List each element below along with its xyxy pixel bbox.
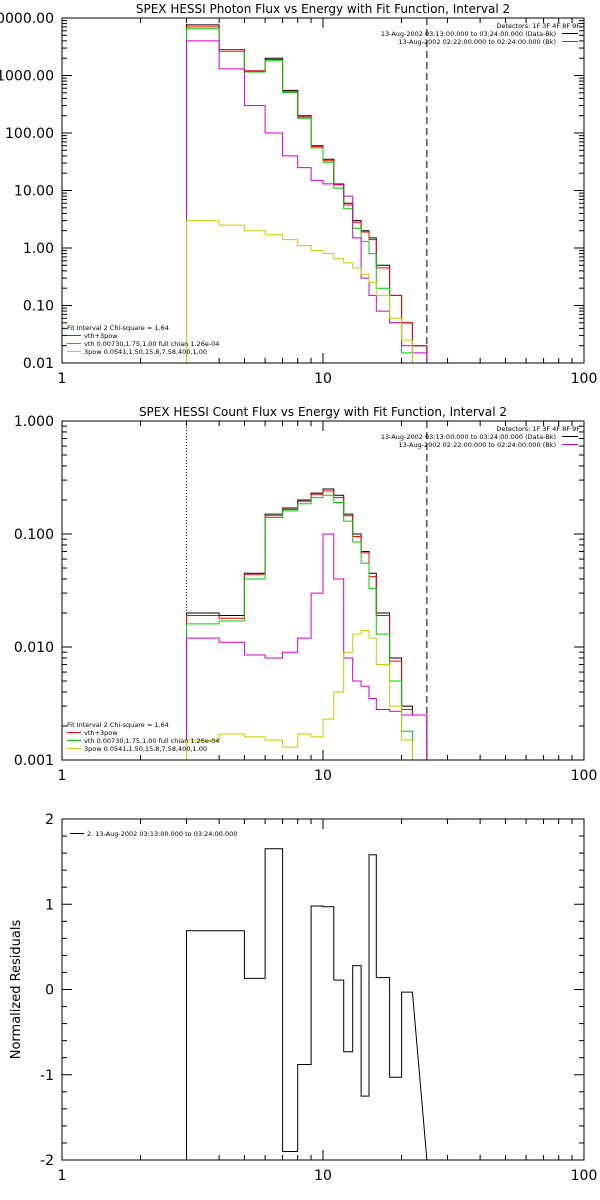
plot-frame [61, 17, 585, 364]
info-text: 13-Aug-2002 02:22:00.000 to 02:24:00.000… [399, 38, 556, 46]
y-tick-label: 0.010 [14, 640, 54, 656]
x-tick-label: 1 [58, 371, 67, 387]
y-tick-label: 100.00 [5, 126, 54, 142]
chart-panel-2: SPEX HESSI Count Flux vs Energy with Fit… [14, 405, 597, 784]
legend-entry: 3pow 0.0541,1.50,15.8,7.58,400,1.00 [84, 348, 207, 356]
series-line-5 [186, 630, 427, 760]
y-tick-label: 1 [45, 897, 54, 913]
legend-entry: vth 0.00730,1.75,1.00 full chian 1.26e-0… [84, 340, 219, 348]
chart-panel-3: Normalized Residuals 1 10 100 -2 -1 0 1 2 2. 13-A… [9, 812, 597, 1184]
y-tick-label: 1.00 [23, 241, 54, 257]
chart-panel-1: SPEX HESSI Photon Flux vs Energy with Fi… [0, 2, 597, 387]
chart-title: SPEX HESSI Count Flux vs Energy with Fit… [139, 405, 507, 419]
info-text: 13-Aug-2002 03:13:00.000 to 03:24:00.000… [381, 30, 556, 38]
y-tick-label: 0.01 [23, 356, 54, 372]
x-tick-label: 1 [58, 1168, 67, 1184]
series-line-4 [186, 533, 428, 760]
series-line-2 [186, 26, 428, 363]
chart-title: SPEX HESSI Photon Flux vs Energy with Fi… [136, 2, 510, 16]
x-tick-label: 100 [571, 1168, 598, 1184]
series-line-5 [186, 220, 427, 363]
legend-entry: vth+3pow [84, 729, 118, 737]
x-tick-label: 10 [314, 768, 332, 784]
y-tick-label: 0 [45, 983, 54, 999]
series-line-2 [186, 490, 428, 760]
y-tick-label: 1.000 [14, 414, 54, 430]
y-tick-label: 2 [45, 812, 54, 828]
legend-entry: 3pow 0.0541,1.50,15.8,7.58,400,1.00 [84, 745, 207, 753]
legend-entry: vth+3pow [84, 332, 118, 340]
series-line-1 [186, 24, 428, 363]
y-tick-label: 0.10 [23, 299, 54, 315]
series-line-3 [186, 494, 427, 760]
x-tick-label: 10 [314, 371, 332, 387]
y-tick-label: 10.00 [14, 184, 54, 200]
series-line-1 [186, 488, 428, 760]
y-axis-label: Normalized Residuals [9, 920, 24, 1060]
y-tick-label: 10000.00 [0, 11, 54, 27]
x-tick-label: 10 [314, 1168, 332, 1184]
x-tick-label: 100 [571, 768, 598, 784]
x-tick-label: 100 [571, 371, 598, 387]
series-line-1 [186, 848, 428, 1160]
legend-title: Fit Interval 2 Chi-square = 1.64 [67, 721, 169, 729]
y-tick-label: 1000.00 [0, 69, 54, 85]
info-text: 13-Aug-2002 02:22:00.000 to 02:24:00.000… [399, 441, 556, 449]
legend-title: Fit Interval 2 Chi-square = 1.64 [67, 324, 169, 332]
series-line-4 [186, 40, 428, 363]
info-text: 13-Aug-2002 03:13:00.000 to 03:24:00.000… [381, 433, 556, 441]
y-tick-label: 0.100 [14, 527, 54, 543]
x-tick-label: 1 [58, 768, 67, 784]
info-text: Detectors: 1F 3F 4F 8F 9F [496, 425, 580, 433]
y-tick-label: -2 [40, 1153, 54, 1169]
info-text: Detectors: 1F 3F 4F 8F 9F [496, 22, 580, 30]
y-tick-label: 0.001 [14, 753, 54, 769]
legend-entry: 2. 13-Aug-2002 03:13:00.000 to 03:24:00.… [87, 830, 237, 838]
plot-frame [61, 420, 585, 761]
legend-entry: vth 0.00730,1.75,1.00 full chian 1.26e-0… [84, 737, 219, 745]
series-line-3 [186, 28, 428, 363]
y-tick-label: -1 [40, 1068, 54, 1084]
plot-frame [61, 818, 585, 1161]
